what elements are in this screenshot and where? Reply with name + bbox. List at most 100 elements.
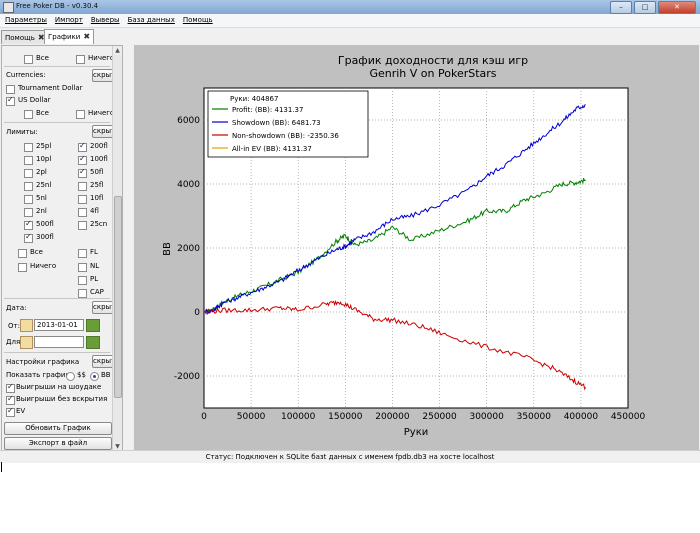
currency-none-label: Ничего (88, 109, 115, 117)
status-bar: Статус: Подключен к SQLite базt данных с… (0, 450, 700, 463)
date-from-label: От: (8, 322, 20, 330)
scroll-up-icon[interactable]: ▲ (113, 46, 122, 55)
apply-date-icon[interactable] (86, 336, 100, 349)
limit-4fl-checkbox[interactable] (78, 208, 87, 217)
limit-25cn-checkbox[interactable] (78, 221, 87, 230)
currency-all-checkbox[interactable] (24, 110, 33, 119)
type-fl-checkbox[interactable] (78, 249, 87, 258)
currency-all-label: Все (36, 109, 49, 117)
ev-label: EV (16, 407, 26, 415)
limit-label: 50fl (90, 168, 104, 176)
window-controls: – □ ✕ (610, 1, 696, 14)
maximize-button[interactable]: □ (634, 1, 656, 14)
limit-25nl-checkbox[interactable] (24, 182, 33, 191)
menu-help[interactable]: Помощь (182, 16, 213, 24)
type-nl-label: NL (90, 262, 100, 270)
menu-database[interactable]: База данных (127, 16, 175, 24)
limit-none-checkbox[interactable] (18, 263, 27, 272)
limit-label: 25cn (90, 220, 108, 228)
export-button[interactable]: Экспорт в файл (4, 437, 112, 450)
limit-label: 4fl (90, 207, 99, 215)
showdown-checkbox[interactable] (6, 382, 15, 393)
limit-500fl-checkbox[interactable] (24, 219, 33, 230)
x-tick-label: 0 (201, 412, 207, 422)
limit-25pl-checkbox[interactable] (24, 143, 33, 152)
filters-panel: Все Ничего Currencies: скрыть Tournament… (1, 45, 123, 452)
limit-label: 100fl (90, 155, 108, 163)
series-line-1 (203, 104, 586, 316)
limit-label: 2pl (36, 168, 47, 176)
bb-radio[interactable] (90, 372, 99, 381)
minimize-button[interactable]: – (610, 1, 632, 14)
apply-date-icon[interactable] (86, 319, 100, 332)
limit-2nl-checkbox[interactable] (24, 208, 33, 217)
close-button[interactable]: ✕ (658, 1, 696, 14)
limit-2pl-checkbox[interactable] (24, 169, 33, 178)
calendar-icon[interactable] (20, 336, 33, 349)
legend-header: Руки: 404867 (230, 95, 278, 103)
ev-checkbox[interactable] (6, 406, 15, 417)
close-tab-icon[interactable]: ✖ (37, 33, 45, 42)
close-tab-icon[interactable]: ✖ (83, 32, 91, 41)
nonshowdown-label: Выигрыши без вскрытия (16, 395, 108, 403)
y-tick-label: 6000 (177, 116, 200, 126)
date-from-input[interactable]: 2013-01-01 (34, 319, 84, 331)
window-title: Free Poker DB - v0.30.4 (16, 2, 99, 10)
menu-settings[interactable]: Параметры (5, 16, 47, 24)
divider (4, 66, 110, 67)
tab-graphs[interactable]: Графики ✖ (44, 29, 95, 44)
limit-50fl-checkbox[interactable] (78, 167, 87, 178)
type-pl-checkbox[interactable] (78, 276, 87, 285)
limit-all-label: Все (30, 248, 43, 256)
limit-all-checkbox[interactable] (18, 249, 27, 258)
limit-label: 500fl (36, 220, 54, 228)
dollars-radio-label: $$ (77, 371, 86, 379)
series-lines (203, 104, 587, 391)
sidebar-scrollbar[interactable]: ▲ ▼ (112, 46, 122, 451)
menu-bar: Параметры Импорт Выверы База данных Помо… (0, 14, 700, 28)
currency-tournament-label: Tournament Dollar (18, 84, 83, 92)
dollars-radio[interactable] (66, 372, 75, 381)
limit-none-label: Ничего (30, 262, 57, 270)
scroll-down-icon[interactable]: ▼ (113, 442, 122, 451)
limit-25fl-checkbox[interactable] (78, 182, 87, 191)
x-tick-label: 50000 (237, 412, 266, 422)
type-cap-checkbox[interactable] (78, 289, 87, 298)
limit-100fl-checkbox[interactable] (78, 154, 87, 165)
site-none-checkbox[interactable] (76, 55, 85, 64)
currency-usd-checkbox[interactable] (6, 95, 15, 106)
legend-entry: Showdown (BB): 6481.73 (232, 119, 321, 127)
tab-help[interactable]: Помощь ✖ (1, 30, 49, 44)
limit-10fl-checkbox[interactable] (78, 195, 87, 204)
limit-5nl-checkbox[interactable] (24, 195, 33, 204)
limit-200fl-checkbox[interactable] (78, 141, 87, 152)
x-tick-label: 150000 (328, 412, 363, 422)
scrollbar-thumb[interactable] (114, 196, 122, 398)
date-to-input[interactable] (34, 336, 84, 348)
site-all-checkbox[interactable] (24, 55, 33, 64)
bb-radio-label: BB (101, 371, 111, 379)
limit-300fl-checkbox[interactable] (24, 232, 33, 243)
x-tick-label: 250000 (422, 412, 457, 422)
profit-chart: График доходности для кэш игр Genrih V o… (162, 54, 645, 438)
title-bar: Free Poker DB - v0.30.4 – □ ✕ (0, 0, 700, 14)
menu-views[interactable]: Выверы (90, 16, 120, 24)
currency-none-checkbox[interactable] (76, 110, 85, 119)
site-all-label: Все (36, 54, 49, 62)
currency-tournament-checkbox[interactable] (6, 85, 15, 94)
legend-box (207, 90, 369, 158)
series-line-0 (203, 178, 586, 316)
limit-10pl-checkbox[interactable] (24, 156, 33, 165)
menu-import[interactable]: Импорт (54, 16, 83, 24)
y-axis-label: BB (162, 242, 173, 256)
tab-bar: Помощь ✖ Графики ✖ (0, 28, 700, 44)
currency-usd-label: US Dollar (18, 96, 51, 104)
date-to-label: Для: (6, 338, 23, 346)
text-cursor (1, 462, 2, 472)
calendar-icon[interactable] (20, 319, 33, 332)
nonshowdown-checkbox[interactable] (6, 394, 15, 405)
refresh-graph-button[interactable]: Обновить График (4, 422, 112, 435)
type-cap-label: CAP (90, 288, 104, 296)
type-nl-checkbox[interactable] (78, 263, 87, 272)
limit-label: 25pl (36, 142, 52, 150)
